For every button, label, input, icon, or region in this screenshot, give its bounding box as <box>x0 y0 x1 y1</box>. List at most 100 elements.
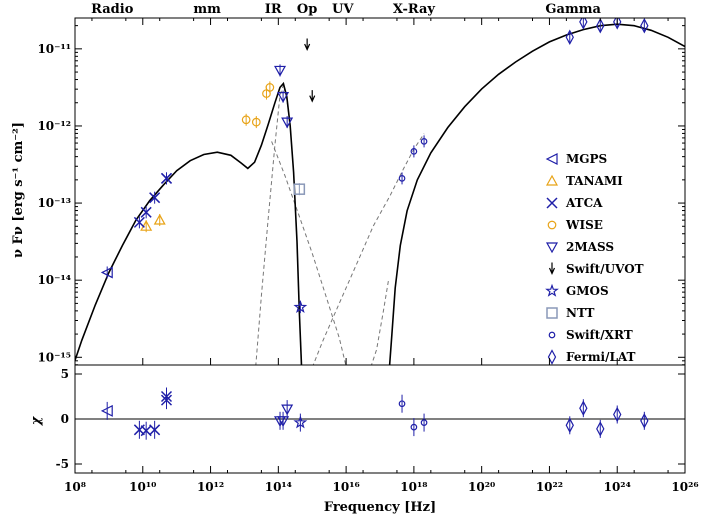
legend-label: Swift/UVOT <box>566 262 644 276</box>
chi-tick-label: 5 <box>61 367 69 381</box>
legend-marker <box>548 262 556 275</box>
x-tick-label: 10²⁰ <box>468 480 495 494</box>
legend-label: TANAMI <box>566 174 623 188</box>
legend-label: Swift/XRT <box>566 328 633 342</box>
gmos-residual <box>293 415 308 429</box>
fermi-lat-point <box>596 18 605 34</box>
y-tick-label: 10⁻¹⁵ <box>37 350 71 364</box>
legend-marker <box>545 153 558 165</box>
2mass-point <box>281 117 294 129</box>
model-total-curve <box>388 23 685 365</box>
x-tick-label: 10¹⁰ <box>129 480 156 494</box>
legend-marker <box>546 307 558 319</box>
atca-point <box>140 206 152 218</box>
swift-xrt-residual <box>420 419 428 426</box>
legend-marker <box>548 331 556 339</box>
fermi-lat-point <box>565 29 574 46</box>
x-tick-label: 10¹⁸ <box>400 480 427 494</box>
top-data-points <box>100 18 649 314</box>
fermi-lat-residual <box>613 406 622 423</box>
bottom-y-axis: 5 0 -5 <box>56 367 685 471</box>
legend-marker <box>546 197 558 209</box>
swift-xrt-residual <box>410 423 418 431</box>
model-component-curve <box>271 141 347 365</box>
mgps-point <box>100 266 113 279</box>
fermi-lat-point <box>579 18 588 30</box>
legend-marker <box>545 283 559 297</box>
fermi-lat-residual <box>640 413 649 429</box>
top-y-axis: 10⁻¹⁵ 10⁻¹⁴ 10⁻¹³ 10⁻¹² 10⁻¹¹ <box>37 25 685 366</box>
gmos-point <box>293 299 308 314</box>
x-axis: 10⁸ 10¹⁰ 10¹² 10¹⁴ 10¹⁶ 10¹⁸ 10²⁰ 10²² 10²⁴ 10²⁶ <box>64 18 699 494</box>
2mass-residual <box>274 416 287 428</box>
y-tick-label: 10⁻¹³ <box>37 196 71 210</box>
y-tick-label: 10⁻¹⁴ <box>37 273 71 287</box>
band-label: X-Ray <box>393 2 436 17</box>
x-tick-label: 10²⁶ <box>671 480 698 494</box>
x-tick-label: 10¹⁴ <box>265 480 292 494</box>
model-curves <box>75 23 685 365</box>
swift-xrt-residual <box>398 400 406 408</box>
atca-point <box>149 192 161 204</box>
atca-point <box>133 216 145 228</box>
fermi-lat-residual <box>579 400 588 416</box>
legend-label: GMOS <box>566 284 609 298</box>
mgps-residual <box>100 404 113 417</box>
x-tick-label: 10¹² <box>197 480 224 494</box>
band-label: Gamma <box>545 2 601 17</box>
y-tick-label: 10⁻¹² <box>37 119 71 133</box>
chi-tick-label: -5 <box>56 457 69 471</box>
atca-point <box>160 172 173 184</box>
legend-label: 2MASS <box>566 240 614 254</box>
legend-label: ATCA <box>565 196 603 210</box>
fermi-lat-point <box>640 18 649 34</box>
legend-label: NTT <box>566 306 594 320</box>
swift-xrt-point <box>410 148 418 155</box>
atca-residual <box>149 424 161 436</box>
wise-point <box>251 117 261 127</box>
band-label: UV <box>332 2 354 17</box>
legend-marker <box>547 349 557 365</box>
chi-tick-label: 0 <box>61 412 69 426</box>
model-component-curve <box>370 280 389 365</box>
swift-uvot-point <box>309 90 316 103</box>
2mass-point <box>277 92 290 103</box>
fermi-lat-residual <box>565 417 574 434</box>
residual-points <box>75 387 685 440</box>
fermi-lat-point <box>613 18 622 30</box>
x-tick-label: 10²⁴ <box>604 480 631 494</box>
swift-xrt-point <box>420 138 428 145</box>
ntt-point <box>293 183 306 195</box>
legend-marker <box>547 220 557 230</box>
tanami-point <box>153 213 166 225</box>
x-tick-label: 10²² <box>536 480 563 494</box>
band-label: Op <box>297 2 317 17</box>
legend: MGPS TANAMI ATCA WISE 2MASS Swift/UVOT GMOS NTT… <box>545 152 644 365</box>
legend-label: MGPS <box>566 152 607 166</box>
fermi-lat-residual <box>596 421 605 437</box>
bottom-y-axis-label: χ <box>29 415 44 426</box>
x-tick-label: 10⁸ <box>64 480 86 494</box>
atca-residual <box>160 394 173 406</box>
legend-marker <box>545 242 559 254</box>
wise-point <box>241 115 251 125</box>
band-label: IR <box>265 2 282 17</box>
bottom-panel: 5 0 -5 χ <box>29 364 686 474</box>
model-total-curve <box>75 81 303 365</box>
band-label: Radio <box>91 2 134 17</box>
legend-marker <box>545 174 559 186</box>
legend-label: WISE <box>565 218 603 232</box>
model-component-curve <box>312 133 425 365</box>
x-axis-label: Frequency [Hz] <box>324 500 436 515</box>
x-tick-label: 10¹⁶ <box>333 480 360 494</box>
swift-xrt-point <box>398 175 406 182</box>
top-panel: 10⁻¹⁵ 10⁻¹⁴ 10⁻¹³ 10⁻¹² 10⁻¹¹ ν Fν [erg s⁻¹ … <box>11 17 686 366</box>
y-tick-label: 10⁻¹¹ <box>37 42 71 56</box>
swift-uvot-point <box>304 38 311 51</box>
band-labels: Radio mm IR Op UV X-Ray Gamma <box>91 2 601 17</box>
wise-point <box>265 83 275 92</box>
band-label: mm <box>193 2 221 17</box>
2mass-residual <box>281 404 294 416</box>
